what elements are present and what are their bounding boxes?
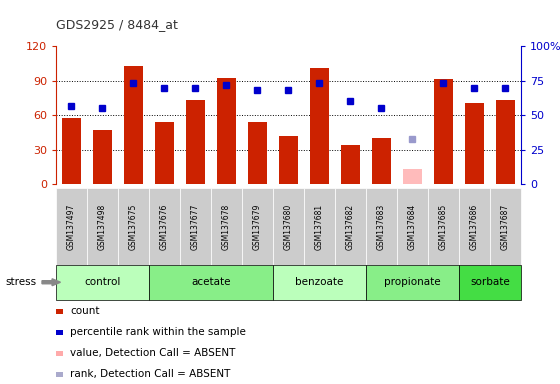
Bar	[372, 138, 391, 184]
Text: GSM137687: GSM137687	[501, 204, 510, 250]
Text: GSM137679: GSM137679	[253, 204, 262, 250]
Text: GSM137676: GSM137676	[160, 204, 169, 250]
Bar	[341, 145, 360, 184]
Text: GSM137685: GSM137685	[439, 204, 448, 250]
Bar	[186, 100, 205, 184]
Text: propionate: propionate	[384, 277, 441, 287]
Text: GSM137675: GSM137675	[129, 204, 138, 250]
Text: GSM137686: GSM137686	[470, 204, 479, 250]
Bar	[155, 122, 174, 184]
Bar	[434, 79, 452, 184]
Bar	[124, 66, 143, 184]
Text: GSM137497: GSM137497	[67, 204, 76, 250]
Text: GSM137498: GSM137498	[98, 204, 107, 250]
Text: control: control	[85, 277, 120, 287]
Text: stress: stress	[6, 277, 37, 287]
Bar	[248, 122, 267, 184]
Text: GSM137677: GSM137677	[191, 204, 200, 250]
Bar	[465, 103, 484, 184]
Text: acetate: acetate	[191, 277, 231, 287]
Text: GSM137683: GSM137683	[377, 204, 386, 250]
Bar	[403, 169, 422, 184]
Text: percentile rank within the sample: percentile rank within the sample	[70, 327, 246, 337]
Text: benzoate: benzoate	[295, 277, 344, 287]
Text: rank, Detection Call = ABSENT: rank, Detection Call = ABSENT	[70, 369, 230, 379]
Bar	[279, 136, 298, 184]
Text: GSM137678: GSM137678	[222, 204, 231, 250]
Bar	[310, 68, 329, 184]
Text: GDS2925 / 8484_at: GDS2925 / 8484_at	[56, 18, 178, 31]
Bar	[93, 130, 112, 184]
Bar	[217, 78, 236, 184]
Bar	[62, 118, 81, 184]
Text: sorbate: sorbate	[470, 277, 510, 287]
Text: GSM137681: GSM137681	[315, 204, 324, 250]
Bar	[496, 100, 515, 184]
Text: value, Detection Call = ABSENT: value, Detection Call = ABSENT	[70, 348, 235, 358]
Text: count: count	[70, 306, 100, 316]
Text: GSM137682: GSM137682	[346, 204, 355, 250]
Text: GSM137680: GSM137680	[284, 204, 293, 250]
Text: GSM137684: GSM137684	[408, 204, 417, 250]
